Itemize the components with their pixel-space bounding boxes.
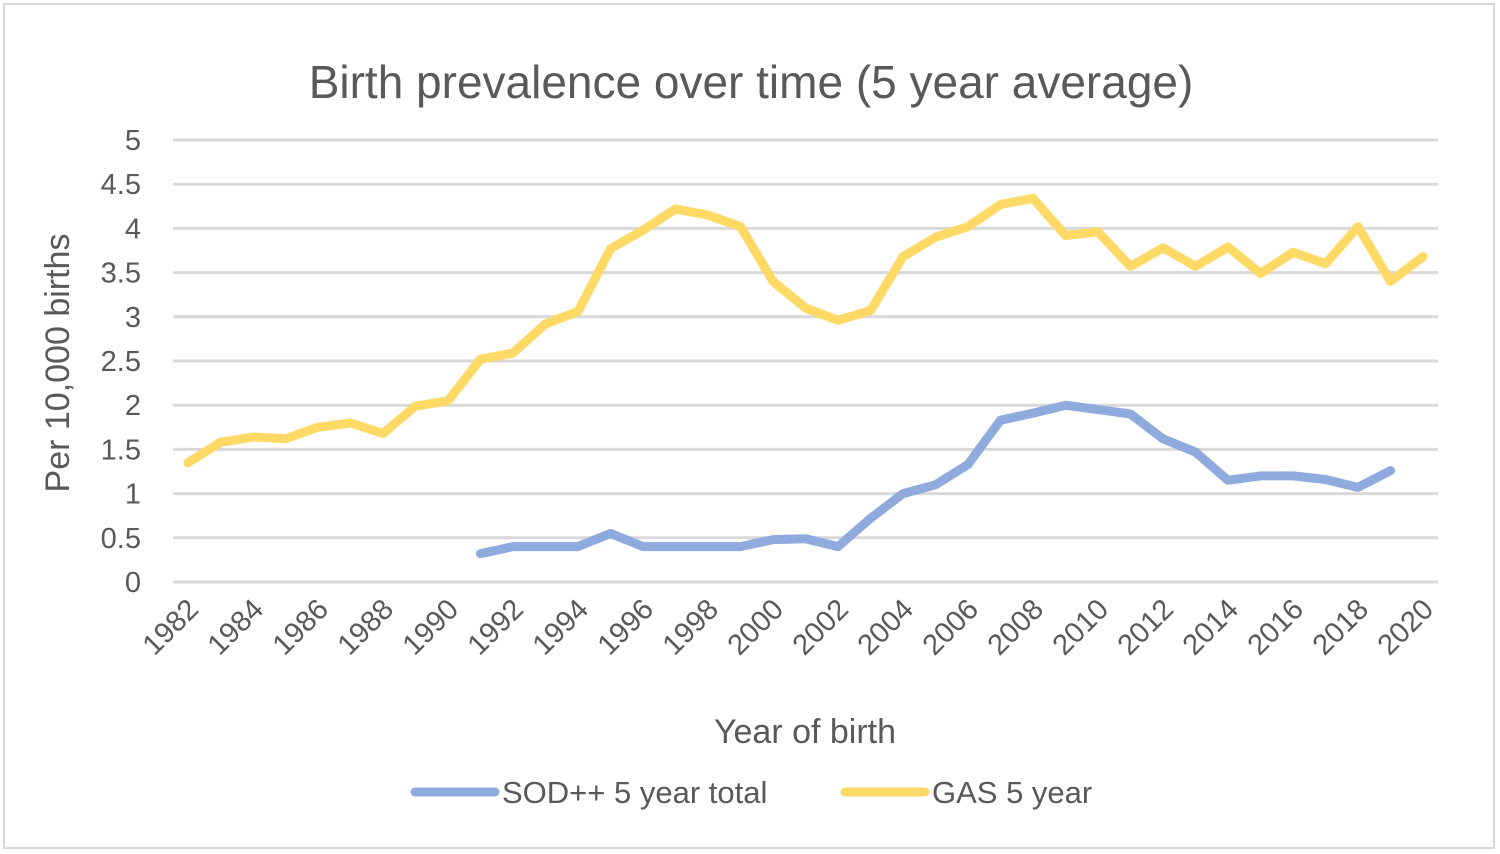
x-tick-label: 1990 [397, 593, 465, 661]
x-tick-label: 2002 [787, 593, 855, 661]
legend: SOD++ 5 year total GAS 5 year [410, 775, 1092, 810]
x-axis-ticks: 1982198419861988199019921994199619982000… [137, 593, 1440, 661]
y-tick-label: 0.5 [101, 523, 141, 555]
chart-frame: Birth prevalence over time (5 year avera… [3, 3, 1495, 849]
x-tick-label: 2016 [1242, 593, 1310, 661]
y-tick-label: 5 [125, 125, 141, 157]
x-tick-label: 1984 [202, 593, 270, 661]
y-tick-label: 3.5 [101, 258, 141, 290]
series-lines [183, 193, 1428, 559]
x-tick-label: 2012 [1112, 593, 1180, 661]
x-tick-label: 1996 [592, 593, 660, 661]
legend-label-sod: SOD++ 5 year total [502, 775, 767, 810]
y-axis-label: Per 10,000 births [39, 234, 77, 493]
line-chart: Birth prevalence over time (5 year avera… [39, 56, 1440, 810]
x-tick-label: 1992 [462, 593, 530, 661]
x-tick-label: 1986 [267, 593, 335, 661]
y-axis-ticks: 0 0.5 1 1.5 2 2.5 3 3.5 4 4.5 5 [101, 125, 141, 599]
y-tick-label: 4.5 [101, 169, 141, 201]
y-tick-label: 1.5 [101, 434, 141, 466]
y-tick-label: 3 [125, 302, 141, 334]
y-tick-label: 1 [125, 479, 141, 511]
y-tick-label: 2.5 [101, 346, 141, 378]
x-tick-label: 1998 [657, 593, 725, 661]
chart-title: Birth prevalence over time (5 year avera… [309, 56, 1194, 108]
x-tick-label: 2000 [722, 593, 790, 661]
x-tick-label: 1988 [332, 593, 400, 661]
x-tick-label: 2004 [852, 593, 920, 661]
series-line-sod [476, 400, 1395, 559]
x-tick-label: 2006 [917, 593, 985, 661]
x-tick-label: 2010 [1047, 593, 1115, 661]
y-tick-label: 2 [125, 390, 141, 422]
series-line-gas [183, 193, 1428, 468]
x-tick-label: 1982 [137, 593, 205, 661]
legend-label-gas: GAS 5 year [932, 775, 1092, 810]
x-tick-label: 1994 [527, 593, 595, 661]
x-tick-label: 2018 [1307, 593, 1375, 661]
x-axis-label: Year of birth [714, 713, 896, 751]
gridlines [173, 138, 1438, 584]
y-tick-label: 4 [125, 213, 141, 245]
x-tick-label: 2008 [982, 593, 1050, 661]
y-tick-label: 0 [125, 567, 141, 599]
x-tick-label: 2020 [1372, 593, 1440, 661]
x-tick-label: 2014 [1177, 593, 1245, 661]
